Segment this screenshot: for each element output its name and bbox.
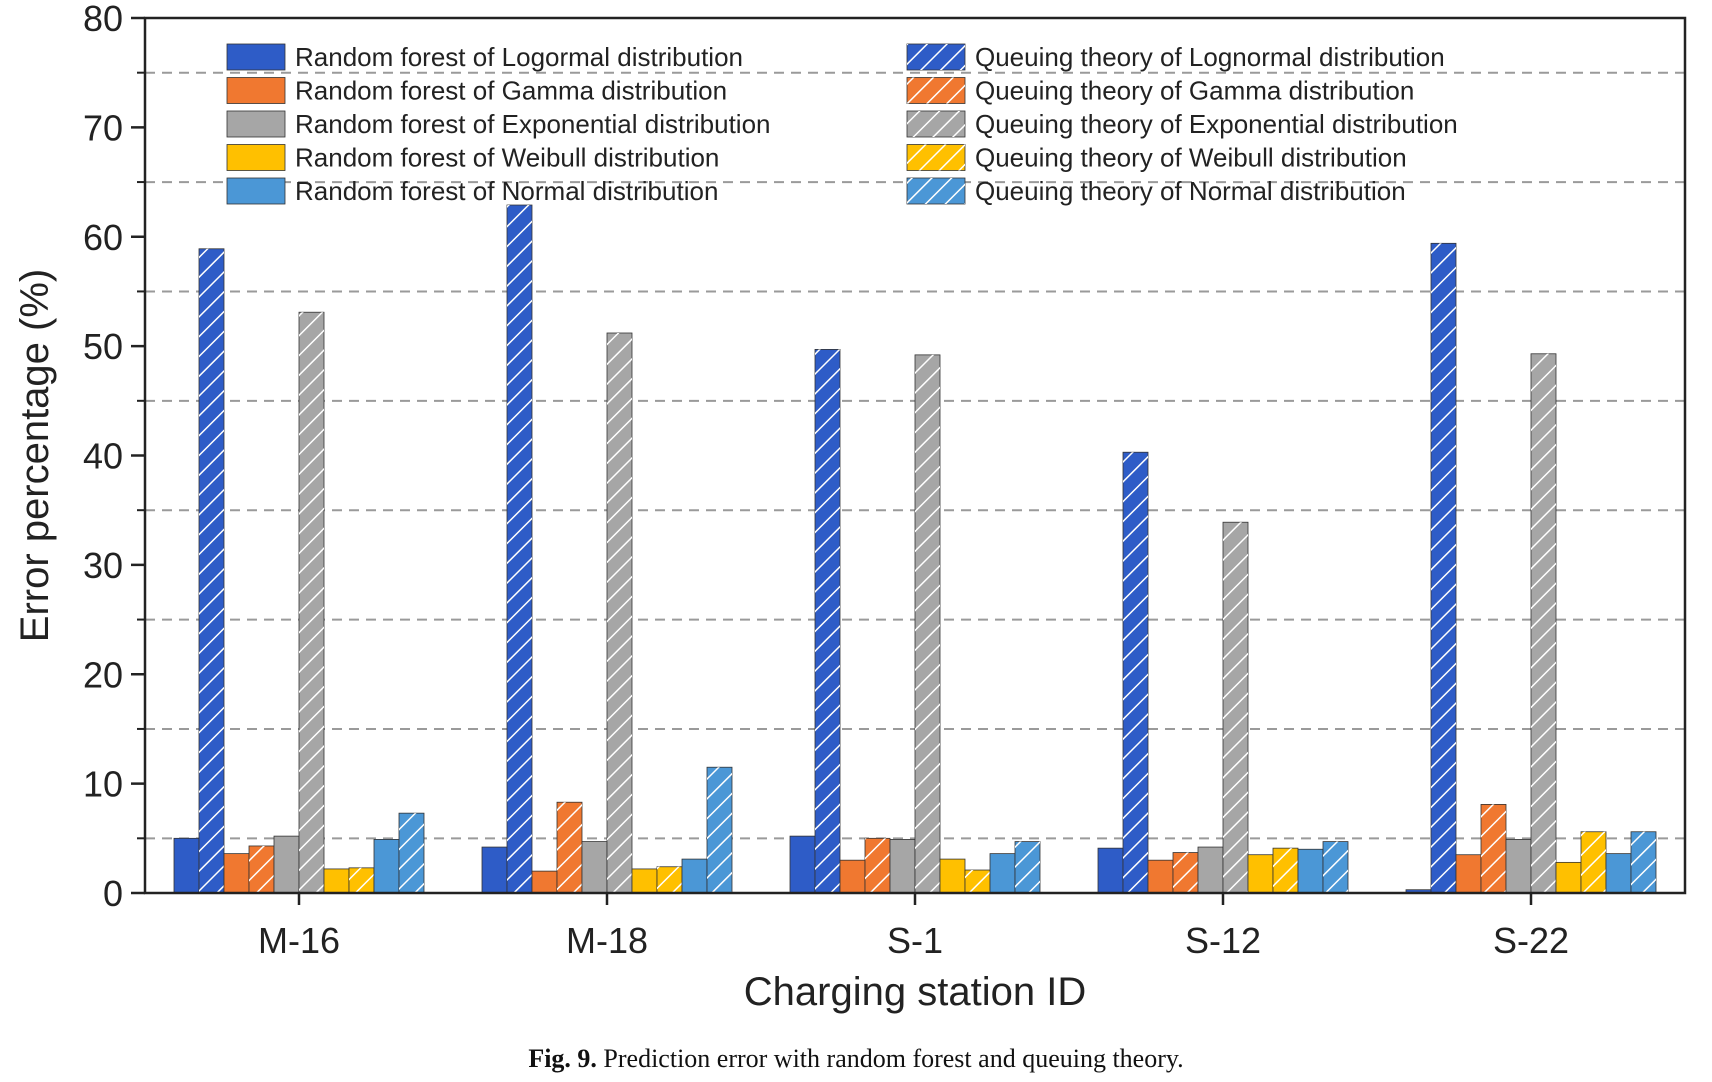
bar-hatch-S-12 — [1323, 841, 1348, 893]
bar-random-forest-M-18 — [481, 846, 508, 894]
bar-random-forest-M-16 — [173, 837, 200, 894]
bar-random-forest-S-1 — [889, 839, 916, 894]
y-tick-label: 0 — [103, 873, 123, 914]
legend-swatch-hatch — [907, 111, 965, 137]
y-tick-label: 20 — [83, 654, 123, 695]
bar-random-forest-S-12 — [1297, 848, 1324, 894]
legend-swatch — [226, 110, 286, 138]
y-axis-title: Error percentage (%) — [13, 269, 57, 642]
x-tick-label: S-1 — [887, 920, 943, 961]
axis-ticks: 0 10 20 30 40 50 60 70 80 M-16 M-18 S-1 S-12 S-22 — [83, 0, 1569, 961]
bar-hatch-S-22 — [1431, 243, 1456, 893]
bar-random-forest-S-22 — [1505, 839, 1532, 894]
legend-swatch — [226, 177, 286, 205]
bar-hatch-M-18 — [507, 205, 532, 893]
y-tick-label: 60 — [83, 217, 123, 258]
legend-entry: Random forest of Logormal distribution — [295, 42, 743, 72]
bar-random-forest-M-18 — [581, 841, 608, 894]
bar-random-forest-S-12 — [1147, 859, 1174, 894]
legend-entry: Queuing theory of Exponential distributi… — [975, 109, 1458, 139]
legend-entry: Queuing theory of Lognormal distribution — [975, 42, 1445, 72]
legend-entry: Random forest of Normal distribution — [295, 176, 718, 206]
bar-hatch-M-16 — [399, 813, 424, 893]
bar-random-forest-S-1 — [939, 858, 966, 894]
bar-hatch-S-12 — [1273, 848, 1298, 893]
y-tick-label: 10 — [83, 764, 123, 805]
bar-hatch-M-18 — [557, 802, 582, 893]
bar-random-forest-S-22 — [1555, 861, 1582, 894]
legend-swatch-hatch — [907, 77, 965, 104]
bar-hatch-S-22 — [1631, 831, 1656, 893]
bar-hatch-S-1 — [1015, 841, 1040, 893]
figure-number: Fig. 9. — [528, 1044, 597, 1073]
bar-random-forest-M-18 — [531, 870, 558, 894]
bar-hatch-S-22 — [1581, 831, 1606, 893]
y-tick-label: 70 — [83, 107, 123, 148]
legend-swatch — [226, 144, 286, 171]
legend-entry: Random forest of Gamma distribution — [295, 76, 727, 106]
x-tick-label: M-18 — [566, 920, 648, 961]
bar-random-forest-S-1 — [789, 835, 816, 894]
bar-hatch-S-1 — [915, 354, 940, 893]
legend-entry: Random forest of Exponential distributio… — [295, 109, 771, 139]
bar-random-forest-M-16 — [223, 853, 250, 894]
figure-caption: Fig. 9. Prediction error with random for… — [0, 1044, 1712, 1074]
x-tick-label: S-22 — [1493, 920, 1569, 961]
bar-hatch-S-12 — [1223, 522, 1248, 893]
legend-entry: Queuing theory of Gamma distribution — [975, 76, 1414, 106]
bar-random-forest-S-22 — [1605, 853, 1632, 894]
bar-random-forest-S-1 — [989, 853, 1016, 894]
bar-random-forest-M-16 — [373, 839, 400, 894]
bar-hatch-M-18 — [657, 866, 682, 893]
legend: Random forest of Logormal distribution Qu… — [226, 42, 1458, 206]
bar-random-forest-S-12 — [1097, 847, 1124, 894]
legend-swatch-hatch — [907, 44, 965, 70]
legend-swatch-hatch — [907, 178, 965, 204]
legend-swatch-hatch — [907, 144, 965, 171]
bar-random-forest-M-16 — [323, 868, 350, 894]
y-tick-label: 30 — [83, 545, 123, 586]
legend-entry: Random forest of Weibull distribution — [295, 143, 719, 173]
legend-swatch — [226, 77, 286, 104]
bar-hatch-S-22 — [1481, 804, 1506, 893]
y-tick-label: 80 — [83, 0, 123, 39]
bar-random-forest-S-12 — [1197, 846, 1224, 894]
bar-hatch-S-1 — [815, 349, 840, 893]
bar-random-forest-M-16 — [273, 835, 300, 894]
bar-hatch-M-16 — [299, 312, 324, 893]
bar-hatch-S-1 — [965, 870, 990, 893]
bar-hatch-M-18 — [707, 767, 732, 893]
bar-hatch-M-18 — [607, 333, 632, 893]
legend-swatch — [226, 43, 286, 71]
x-tick-label: S-12 — [1185, 920, 1261, 961]
bar-random-forest-S-12 — [1247, 854, 1274, 894]
bar-hatch-S-22 — [1531, 353, 1556, 893]
bar-hatch-S-1 — [865, 838, 890, 893]
legend-entry: Queuing theory of Normal distribution — [975, 176, 1406, 206]
x-axis-title: Charging station ID — [744, 970, 1086, 1014]
caption-text: Prediction error with random forest and … — [603, 1044, 1184, 1073]
bar-random-forest-S-22 — [1455, 854, 1482, 894]
y-tick-label: 40 — [83, 436, 123, 477]
bar-random-forest-M-18 — [681, 858, 708, 894]
bar-hatch-M-16 — [199, 248, 224, 893]
bar-random-forest-S-1 — [839, 859, 866, 894]
y-tick-label: 50 — [83, 326, 123, 367]
bar-hatch-M-16 — [349, 867, 374, 893]
bar-hatch-S-12 — [1123, 452, 1148, 893]
bars — [173, 204, 1657, 894]
bar-random-forest-M-18 — [631, 868, 658, 894]
legend-entry: Queuing theory of Weibull distribution — [975, 143, 1407, 173]
bar-hatch-M-16 — [249, 845, 274, 893]
bar-hatch-S-12 — [1173, 852, 1198, 893]
x-tick-label: M-16 — [258, 920, 340, 961]
